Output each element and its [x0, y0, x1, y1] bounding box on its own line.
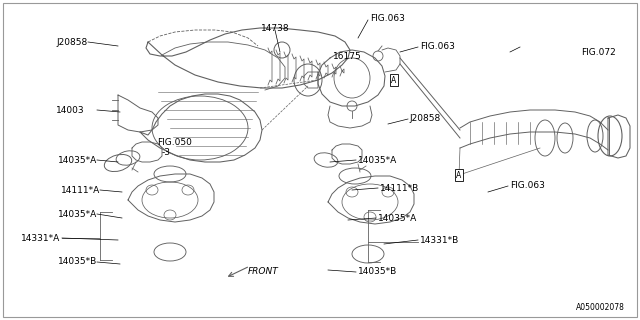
- Text: 14035*B: 14035*B: [358, 268, 397, 276]
- Text: 14738: 14738: [260, 23, 289, 33]
- Text: -3: -3: [162, 148, 171, 156]
- Text: A: A: [456, 171, 461, 180]
- Text: 14035*A: 14035*A: [378, 213, 417, 222]
- Text: 14111*A: 14111*A: [61, 186, 100, 195]
- Text: 14035*B: 14035*B: [58, 258, 97, 267]
- Text: FIG.050: FIG.050: [157, 138, 192, 147]
- Text: FRONT: FRONT: [248, 268, 279, 276]
- Text: J20858: J20858: [409, 114, 440, 123]
- Text: A050002078: A050002078: [576, 303, 625, 313]
- Text: A: A: [392, 76, 397, 84]
- Text: FIG.072: FIG.072: [581, 47, 616, 57]
- Text: 14035*A: 14035*A: [58, 210, 97, 219]
- Text: 14331*A: 14331*A: [20, 234, 60, 243]
- Text: 16175: 16175: [333, 52, 362, 60]
- Text: 14035*A: 14035*A: [358, 156, 397, 164]
- Text: 14111*B: 14111*B: [380, 183, 419, 193]
- Text: 14035*A: 14035*A: [58, 156, 97, 164]
- Text: 14331*B: 14331*B: [420, 236, 460, 244]
- Text: FIG.063: FIG.063: [370, 13, 405, 22]
- Text: J20858: J20858: [57, 37, 88, 46]
- Text: 14003: 14003: [56, 106, 85, 115]
- Text: FIG.063: FIG.063: [420, 42, 455, 51]
- Text: FIG.063: FIG.063: [510, 180, 545, 189]
